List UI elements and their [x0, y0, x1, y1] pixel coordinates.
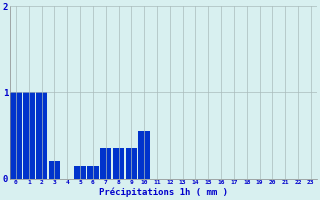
Bar [138, 131, 150, 179]
X-axis label: Précipitations 1h ( mm ): Précipitations 1h ( mm ) [99, 188, 228, 197]
Bar [23, 92, 35, 179]
Bar [100, 148, 111, 179]
Bar [74, 166, 86, 179]
Bar [10, 92, 22, 179]
Bar [36, 92, 47, 179]
Bar [49, 161, 60, 179]
Bar [113, 148, 124, 179]
Bar [125, 148, 137, 179]
Bar [87, 166, 99, 179]
